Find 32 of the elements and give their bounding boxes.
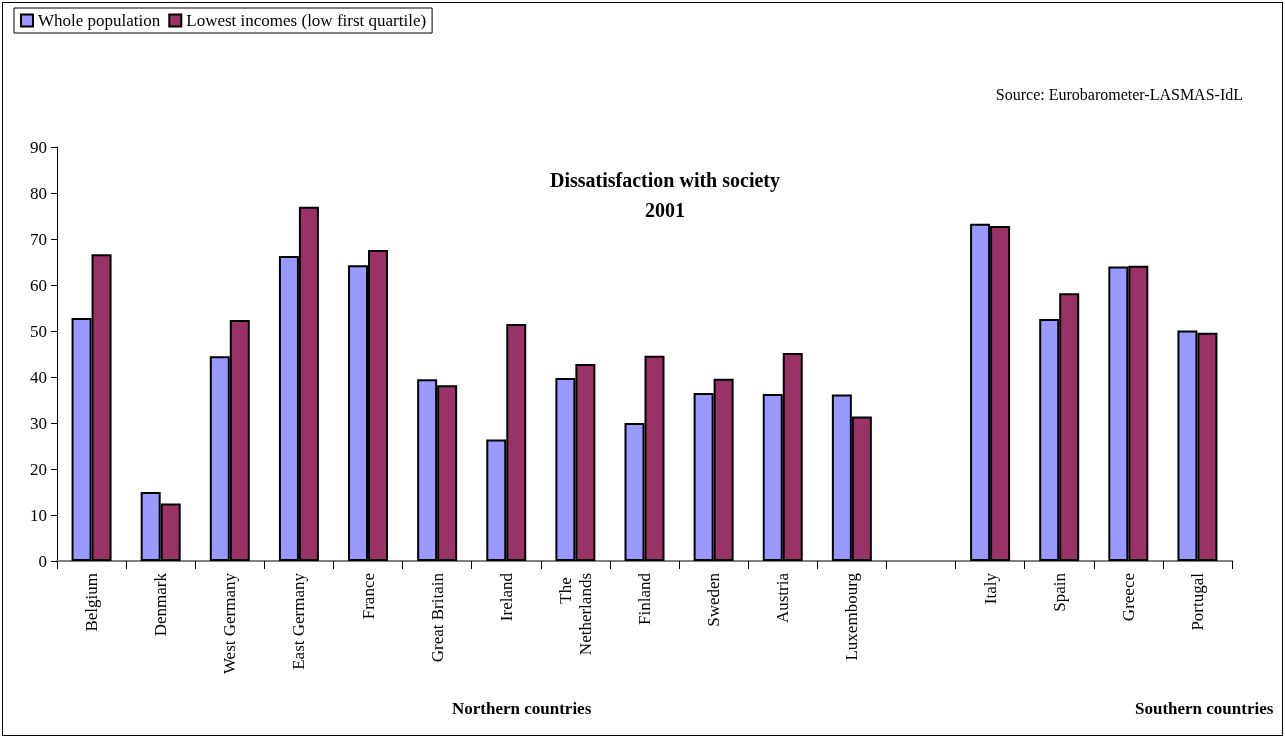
x-tick-label: Greece xyxy=(1118,573,1138,622)
y-tick-label: 90 xyxy=(30,137,47,157)
legend-label: Whole population xyxy=(38,11,161,30)
y-tick-label: 60 xyxy=(30,275,47,295)
text: Dissatisfaction with society 2001 xyxy=(550,169,780,221)
x-tick-label: East Germany xyxy=(289,572,309,670)
y-tick-label: 50 xyxy=(30,321,47,341)
y-tick-label: 20 xyxy=(30,459,47,479)
x-tick-label: France xyxy=(358,573,378,620)
x-tick-label: Portugal xyxy=(1187,572,1207,631)
x-tick-label: Sweden xyxy=(704,572,724,627)
x-tick-label: Ireland xyxy=(496,572,516,622)
x-tick-label: West Germany xyxy=(220,572,240,675)
x-tick-label: Denmark xyxy=(151,572,171,637)
source-note: Source: Eurobarometer-LASMAS-IdL xyxy=(995,85,1243,103)
y-tick-label: 0 xyxy=(38,551,47,571)
x-tick-label: Great Britain xyxy=(427,572,447,663)
text: Northern countries xyxy=(452,699,592,718)
text: Southern countries xyxy=(1135,699,1274,718)
x-tick-label: Luxembourg xyxy=(842,572,862,661)
y-tick-label: 30 xyxy=(30,413,47,433)
x-tick-label: The Netherlands xyxy=(555,573,595,656)
x-tick-label: Finland xyxy=(635,572,654,625)
y-tick-label: 80 xyxy=(30,183,47,203)
x-tick-label: Austria xyxy=(773,572,793,624)
y-tick-label: 70 xyxy=(30,229,47,249)
x-tick-label: Italy xyxy=(980,572,1000,605)
legend-label: Lowest incomes (low first quartile) xyxy=(186,11,427,30)
x-tick-label: Belgium xyxy=(82,573,102,632)
x-tick-label: Spain xyxy=(1049,572,1069,612)
y-tick-label: 10 xyxy=(30,505,47,525)
y-tick-label: 40 xyxy=(30,367,47,387)
